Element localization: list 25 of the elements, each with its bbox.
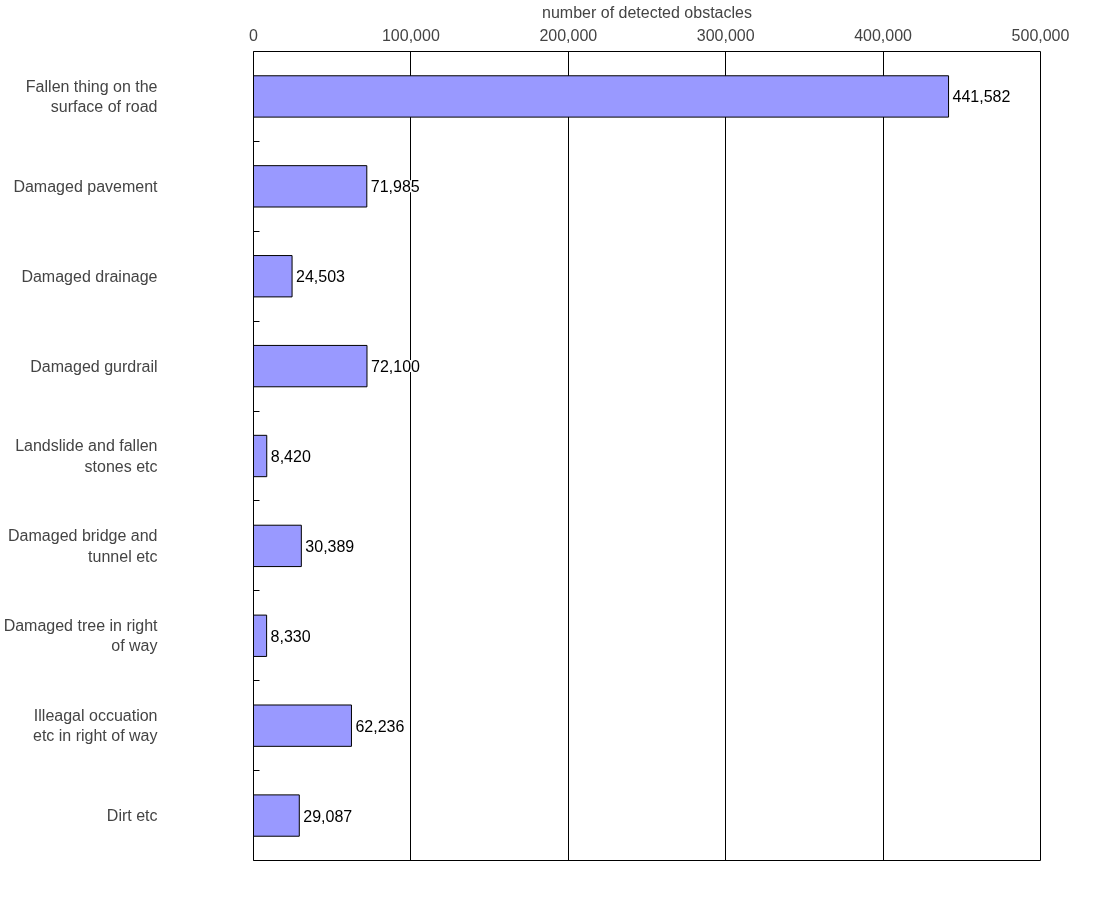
y-tick-label: Damaged bridge and tunnel etc	[8, 527, 158, 565]
x-tick-label: 100,000	[381, 26, 440, 44]
x-tick-label: 400,000	[854, 26, 913, 44]
data-label: 62,236	[355, 717, 405, 735]
y-tick-label: Fallen thing on the surface of road	[25, 77, 158, 116]
y-tick-label: Damaged drainage	[21, 267, 158, 285]
x-tick-label: 200,000	[539, 26, 598, 44]
x-tick-label: 500,000	[1011, 26, 1070, 44]
y-tick-label: Damaged gurdrail	[30, 357, 158, 375]
y-tick-label: Dirt etc	[106, 807, 158, 825]
data-label: 29,087	[303, 807, 353, 825]
data-label: 72,100	[370, 358, 421, 376]
x-tick-label: 0	[249, 26, 259, 44]
y-tick-label: Landslide and fallen stones etc	[15, 437, 158, 475]
x-tick-label: 300,000	[696, 26, 755, 44]
y-tick-label: Damaged tree in right of way	[3, 617, 159, 655]
data-label: 441,582	[952, 88, 1011, 106]
y-tick-label: Illeagal occuation etc in right of way	[33, 706, 158, 745]
data-label: 71,985	[370, 178, 420, 196]
x-axis-title: number of detected obstacles	[542, 3, 752, 21]
y-tick-label: Damaged pavement	[13, 177, 159, 195]
data-label: 8,420	[270, 448, 311, 465]
data-label: 30,389	[305, 537, 355, 555]
data-label: 8,330	[270, 627, 311, 645]
data-label: 24,503	[296, 268, 346, 286]
